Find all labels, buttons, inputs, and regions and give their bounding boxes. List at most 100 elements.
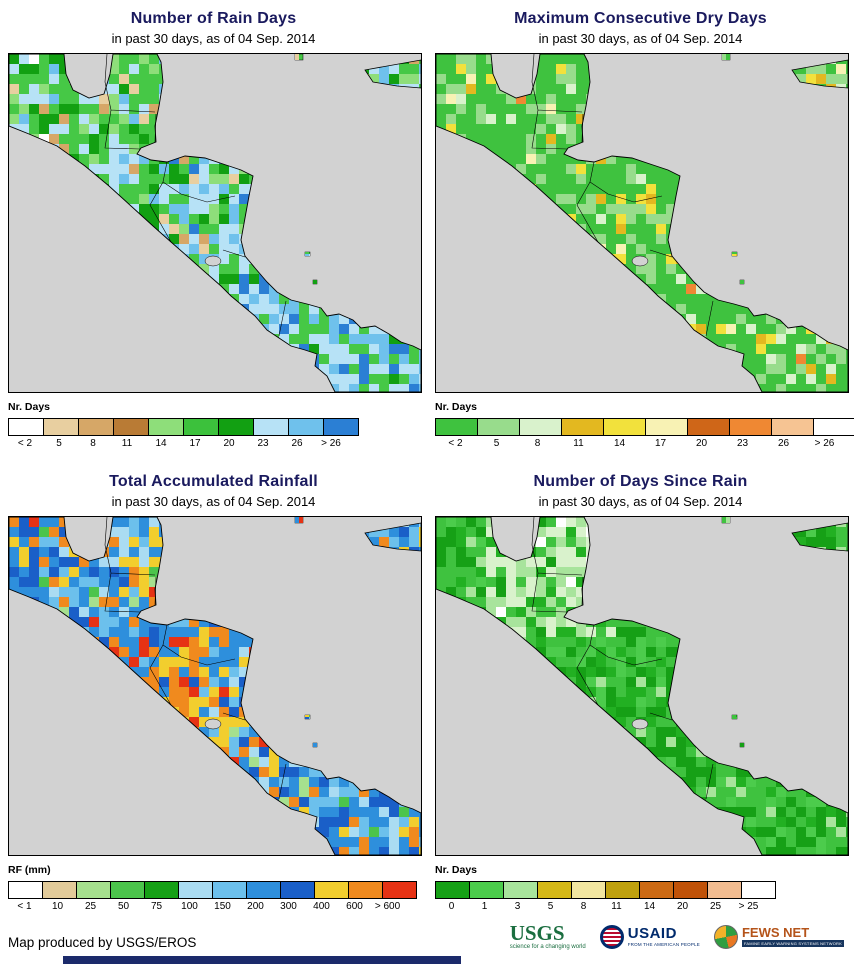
legend-bar — [435, 418, 854, 436]
legend-swatch — [289, 419, 324, 435]
usaid-text-block: USAID FROM THE AMERICAN PEOPLE — [628, 926, 700, 947]
legend-tick-label: 14 — [643, 901, 656, 912]
legend-tick-label: 1 — [481, 901, 488, 912]
legend-label: Nr. Days — [435, 864, 478, 876]
legend-ticks: 0 1 3 5 8 11 14 20 25 > 25 — [435, 901, 765, 912]
panel-title: Maximum Consecutive Dry Days — [514, 10, 767, 27]
map-canvas-days-since-rain — [436, 517, 848, 855]
legend-tick-label: 10 — [51, 901, 64, 912]
legend-swatch — [79, 419, 114, 435]
panel-title: Number of Days Since Rain — [533, 473, 748, 490]
legend-swatch — [674, 882, 708, 898]
coastline — [436, 54, 848, 392]
legend-ticks: < 1 10 25 50 75 100 150 200 300 400 600 > 600 — [8, 901, 404, 912]
legend-tick-label: 5 — [547, 901, 554, 912]
legend-tick-label: 8 — [90, 438, 96, 449]
panel-subtitle: in past 30 days, as of 04 Sep. 2014 — [538, 494, 743, 509]
legend-swatch — [179, 882, 213, 898]
legend-tick-label: 50 — [117, 901, 130, 912]
panel-title: Total Accumulated Rainfall — [109, 473, 318, 490]
legend-tick-label: 11 — [611, 901, 622, 912]
panel-subtitle: in past 30 days, as of 04 Sep. 2014 — [111, 31, 316, 46]
legend-tick-label: 100 — [181, 901, 198, 912]
legend-tick-label: > 25 — [738, 901, 759, 912]
legend-tick-label: 11 — [121, 438, 133, 449]
legend-bar — [435, 881, 776, 899]
legend-tick-label: 5 — [493, 438, 500, 449]
legend-dry-days: Nr. Days < 2 5 8 11 14 17 20 23 26 > 26 — [435, 401, 854, 449]
legend-swatch — [254, 419, 289, 435]
legend-tick-label: 0 — [448, 901, 455, 912]
legend-tick-label: 26 — [777, 438, 790, 449]
map-canvas-rainfall — [9, 517, 421, 855]
legend-tick-label: < 2 — [448, 438, 463, 449]
legend-swatch — [504, 882, 538, 898]
legend-tick-label: 400 — [313, 901, 330, 912]
legend-swatch — [383, 882, 416, 898]
usaid-logo: USAID FROM THE AMERICAN PEOPLE — [599, 924, 700, 949]
map-grid: Number of Rain Days in past 30 days, as … — [0, 0, 854, 912]
legend-tick-label: 14 — [613, 438, 626, 449]
fews-net-wordmark: FEWS NET — [741, 925, 810, 941]
legend-tick-label: 26 — [291, 438, 303, 449]
legend-swatch — [315, 882, 349, 898]
country-borders — [531, 54, 714, 337]
usaid-tagline: FROM THE AMERICAN PEOPLE — [627, 942, 700, 948]
legend-swatch — [478, 419, 520, 435]
panel-days-since-rain: Number of Days Since Rain in past 30 day… — [427, 449, 854, 912]
legend-swatch — [814, 419, 854, 435]
usaid-wordmark: USAID — [627, 925, 677, 943]
map-frame-days-since-rain — [435, 516, 849, 856]
panel-subtitle: in past 30 days, as of 04 Sep. 2014 — [111, 494, 316, 509]
legend-tick-label: 17 — [654, 438, 667, 449]
legend-swatch — [149, 419, 184, 435]
bottom-bar — [63, 955, 461, 964]
legend-swatch — [688, 419, 730, 435]
legend-swatch — [44, 419, 79, 435]
legend-tick-label: 200 — [247, 901, 264, 912]
legend-ticks: < 2 5 8 11 14 17 20 23 26 > 26 — [8, 438, 348, 449]
map-frame-rain-days — [8, 53, 422, 393]
legend-swatch — [708, 882, 742, 898]
legend-tick-label: 3 — [514, 901, 521, 912]
legend-tick-label: 5 — [56, 438, 62, 449]
legend-swatch — [77, 882, 111, 898]
legend-tick-label: 11 — [573, 438, 584, 449]
usgs-logo: USGS science for a changing world — [509, 921, 586, 950]
fews-net-globe-icon — [713, 924, 738, 949]
fews-net-text-block: FEWS NET FAMINE EARLY WARNING SYSTEMS NE… — [741, 925, 844, 948]
legend-swatch — [640, 882, 674, 898]
legend-rainfall: RF (mm) < 1 10 25 50 75 100 150 200 300 400 600 > 6… — [8, 864, 427, 912]
usgs-tagline: science for a changing world — [509, 943, 586, 950]
logo-row: USGS science for a changing world USAID … — [509, 921, 846, 950]
legend-tick-label: 25 — [84, 901, 97, 912]
map-canvas-dry-days — [436, 54, 848, 392]
legend-tick-label: 8 — [534, 438, 541, 449]
legend-ticks: < 2 5 8 11 14 17 20 23 26 > 26 — [435, 438, 845, 449]
legend-swatch — [730, 419, 772, 435]
panel-subtitle: in past 30 days, as of 04 Sep. 2014 — [538, 31, 743, 46]
legend-tick-label: 8 — [580, 901, 587, 912]
legend-days-since-rain: Nr. Days 0 1 3 5 8 11 14 20 25 > 25 — [435, 864, 854, 912]
country-borders — [104, 54, 287, 337]
legend-swatch — [538, 882, 572, 898]
map-canvas-rain-days — [9, 54, 421, 392]
legend-tick-label: 17 — [189, 438, 201, 449]
panel-total-accumulated-rainfall: Total Accumulated Rainfall in past 30 da… — [0, 449, 427, 912]
legend-bar — [8, 418, 359, 436]
legend-tick-label: 23 — [736, 438, 749, 449]
legend-swatch — [111, 882, 145, 898]
legend-tick-label: 300 — [280, 901, 297, 912]
legend-swatch — [606, 882, 640, 898]
legend-swatch — [572, 882, 606, 898]
lake-nicaragua — [204, 255, 222, 267]
island-coastline — [364, 59, 421, 89]
legend-swatch — [742, 882, 775, 898]
legend-swatch — [349, 882, 383, 898]
legend-tick-label: 20 — [223, 438, 235, 449]
panel-number-of-rain-days: Number of Rain Days in past 30 days, as … — [0, 0, 427, 449]
legend-tick-label: 20 — [695, 438, 708, 449]
usgs-wordmark: USGS — [509, 921, 565, 945]
legend-swatch — [604, 419, 646, 435]
usaid-seal-icon — [599, 924, 624, 949]
